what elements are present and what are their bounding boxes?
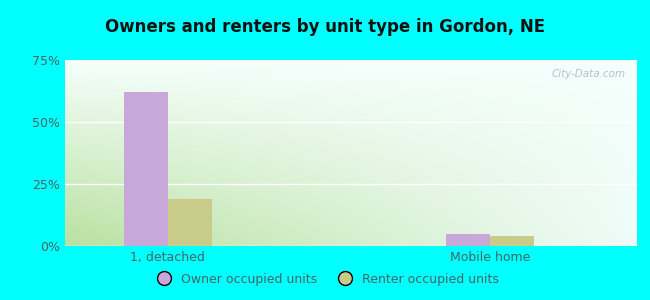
Bar xyxy=(168,199,212,246)
Text: City-Data.com: City-Data.com xyxy=(551,69,625,79)
Bar xyxy=(447,234,490,246)
Text: Owners and renters by unit type in Gordon, NE: Owners and renters by unit type in Gordo… xyxy=(105,18,545,36)
Legend: Owner occupied units, Renter occupied units: Owner occupied units, Renter occupied un… xyxy=(146,268,504,291)
Bar xyxy=(124,92,168,246)
Bar xyxy=(490,236,534,246)
